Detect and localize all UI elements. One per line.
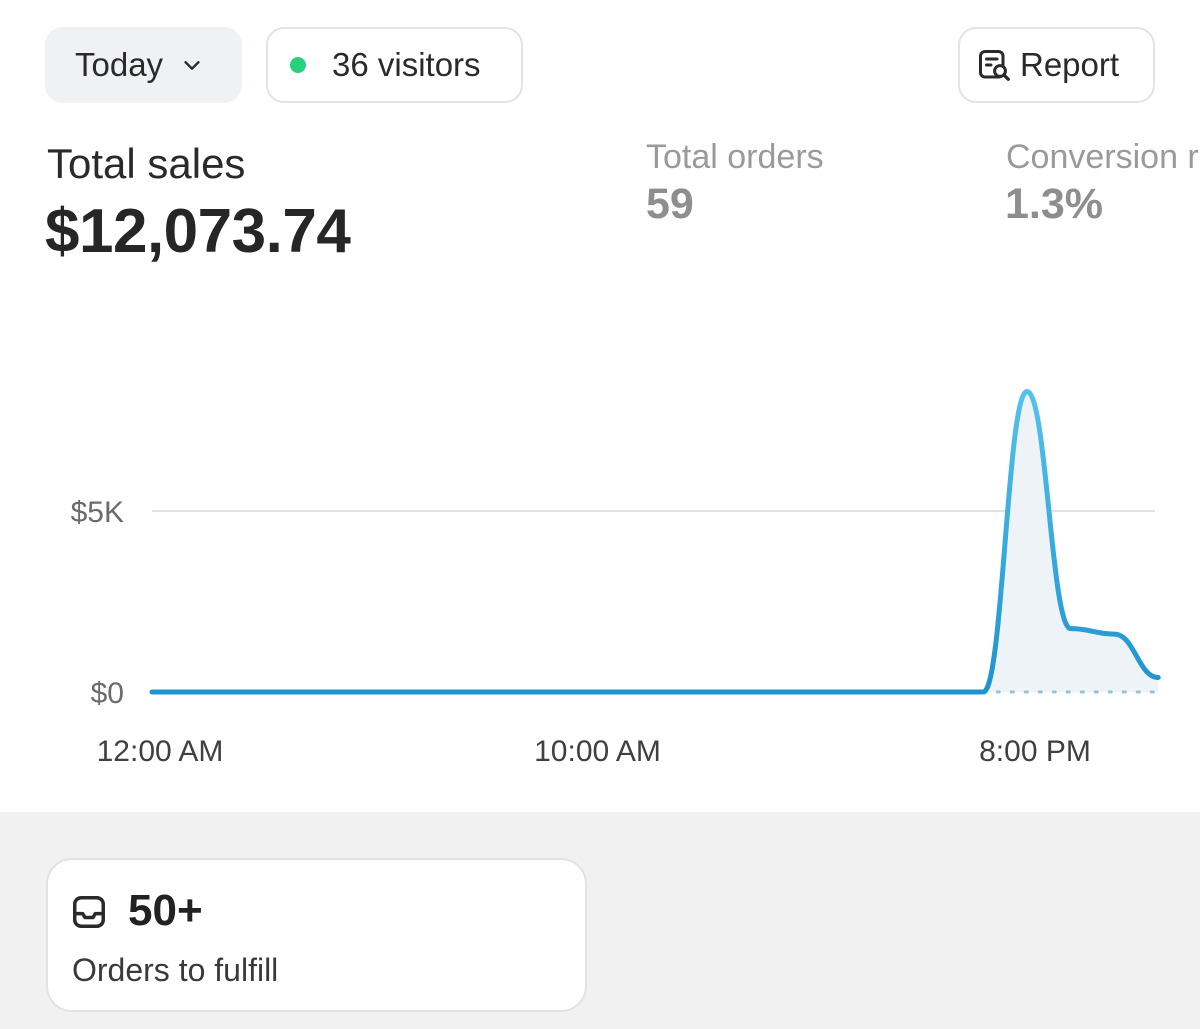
report-label: Report — [1020, 46, 1120, 83]
live-visitors-button[interactable]: 36 visitors — [266, 27, 523, 103]
fulfill-count: 50+ — [128, 886, 203, 935]
y-tick-label: $5K — [71, 496, 124, 529]
x-tick-label: 10:00 AM — [534, 735, 661, 768]
report-icon — [979, 50, 1010, 81]
sales-line — [149, 389, 1161, 695]
report-button[interactable]: Report — [958, 27, 1155, 103]
total-orders-value[interactable]: 59 — [646, 180, 694, 228]
sales-area-fill — [983, 391, 1159, 692]
sales-overview: Today 36 visitors Report Total sales $12… — [45, 27, 1199, 768]
chevron-down-icon — [184, 61, 200, 70]
date-filter-label: Today — [75, 46, 164, 83]
visitors-label: 36 visitors — [332, 46, 481, 83]
sales-chart: $0 $5K 12:00 AM 10:00 AM 8:00 PM — [71, 389, 1161, 768]
total-sales-value: $12,073.74 — [45, 197, 351, 266]
total-orders-label[interactable]: Total orders — [646, 138, 824, 176]
y-tick-label: $0 — [91, 677, 124, 710]
live-status-dot — [290, 57, 306, 73]
x-tick-label: 8:00 PM — [979, 735, 1091, 768]
x-tick-label: 12:00 AM — [97, 735, 224, 768]
tasks-section: 50+ Orders to fulfill — [0, 812, 1200, 1029]
orders-to-fulfill-card[interactable]: 50+ Orders to fulfill — [46, 858, 587, 1012]
conversion-rate-value[interactable]: 1.3% — [1005, 180, 1104, 228]
fulfill-label: Orders to fulfill — [72, 952, 279, 988]
conversion-rate-label[interactable]: Conversion r — [1006, 138, 1199, 176]
total-sales-label: Total sales — [47, 140, 246, 187]
date-filter-dropdown[interactable]: Today — [45, 27, 242, 103]
inbox-icon — [73, 896, 105, 928]
